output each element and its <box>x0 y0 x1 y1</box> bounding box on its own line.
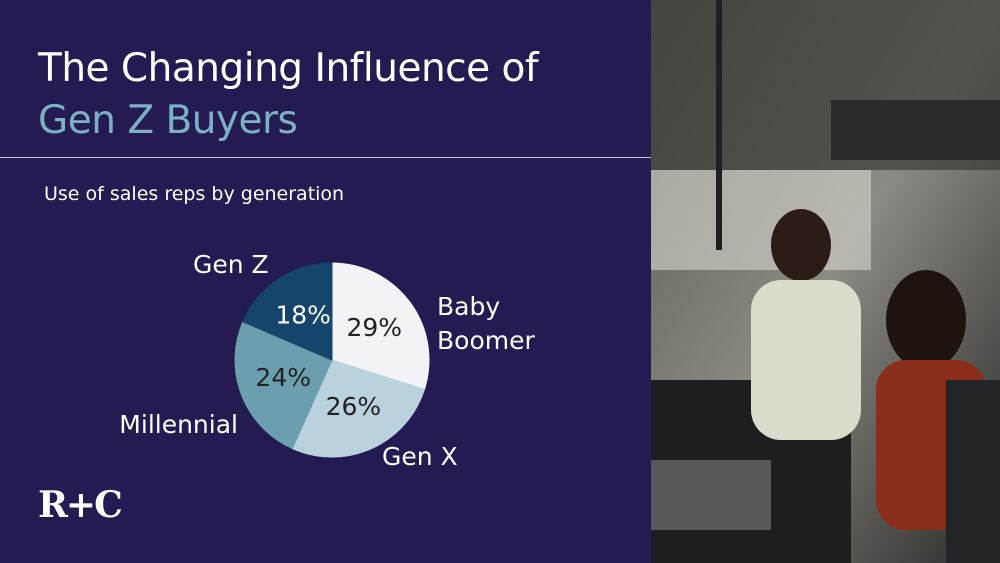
pie-slice <box>331 262 430 391</box>
title-highlight: Gen Z Buyers <box>38 98 298 143</box>
category-label: Gen X <box>382 442 458 471</box>
divider <box>0 157 651 158</box>
category-label: Gen Z <box>193 250 269 279</box>
chart-subtitle: Use of sales reps by generation <box>44 183 345 205</box>
pie-slice <box>234 321 333 450</box>
title: The Changing Influence of <box>38 46 539 91</box>
text-panel: The Changing Influence of Gen Z Buyers U… <box>0 46 651 526</box>
pie-slice <box>291 359 426 458</box>
category-label: Millennial <box>119 410 238 439</box>
value-label: 29% <box>346 313 402 342</box>
pie-chart: 29% 26% 24% 18% <box>234 262 430 458</box>
category-label: Baby Boomer <box>437 292 535 355</box>
logo: R+C <box>38 484 123 526</box>
value-label: 26% <box>326 392 382 421</box>
pie-slice <box>242 262 333 361</box>
photo <box>651 0 1000 563</box>
value-label: 24% <box>255 363 311 392</box>
value-label: 18% <box>275 300 331 329</box>
